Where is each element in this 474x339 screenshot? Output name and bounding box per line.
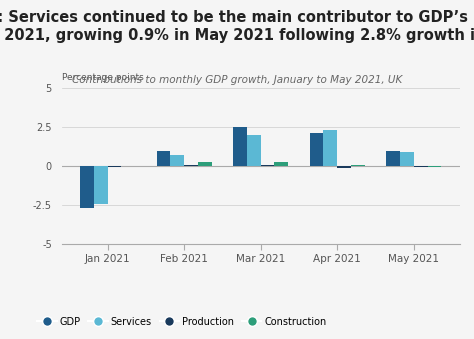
Bar bbox=[386, 151, 400, 166]
Bar bbox=[247, 135, 261, 166]
Text: Percentage points: Percentage points bbox=[62, 73, 143, 82]
Text: Contributions to monthly GDP growth, January to May 2021, UK: Contributions to monthly GDP growth, Jan… bbox=[72, 75, 402, 84]
Bar bbox=[198, 162, 212, 166]
Bar bbox=[80, 166, 94, 208]
Bar bbox=[233, 127, 247, 166]
Bar bbox=[351, 165, 365, 166]
Bar bbox=[94, 166, 108, 203]
Bar bbox=[337, 166, 351, 168]
Bar bbox=[108, 166, 121, 167]
Bar bbox=[400, 152, 414, 166]
Bar bbox=[310, 133, 323, 166]
Bar bbox=[156, 151, 170, 166]
Bar bbox=[170, 155, 184, 166]
Bar bbox=[323, 130, 337, 166]
Bar bbox=[261, 165, 274, 166]
Bar bbox=[184, 165, 198, 166]
Bar bbox=[428, 166, 441, 167]
Legend: GDP, Services, Production, Construction: GDP, Services, Production, Construction bbox=[33, 313, 330, 331]
Bar bbox=[414, 166, 428, 167]
Bar bbox=[274, 162, 288, 166]
Text: Figure 2: Services continued to be the main contributor to GDP’s recovery
in May: Figure 2: Services continued to be the m… bbox=[0, 10, 474, 43]
